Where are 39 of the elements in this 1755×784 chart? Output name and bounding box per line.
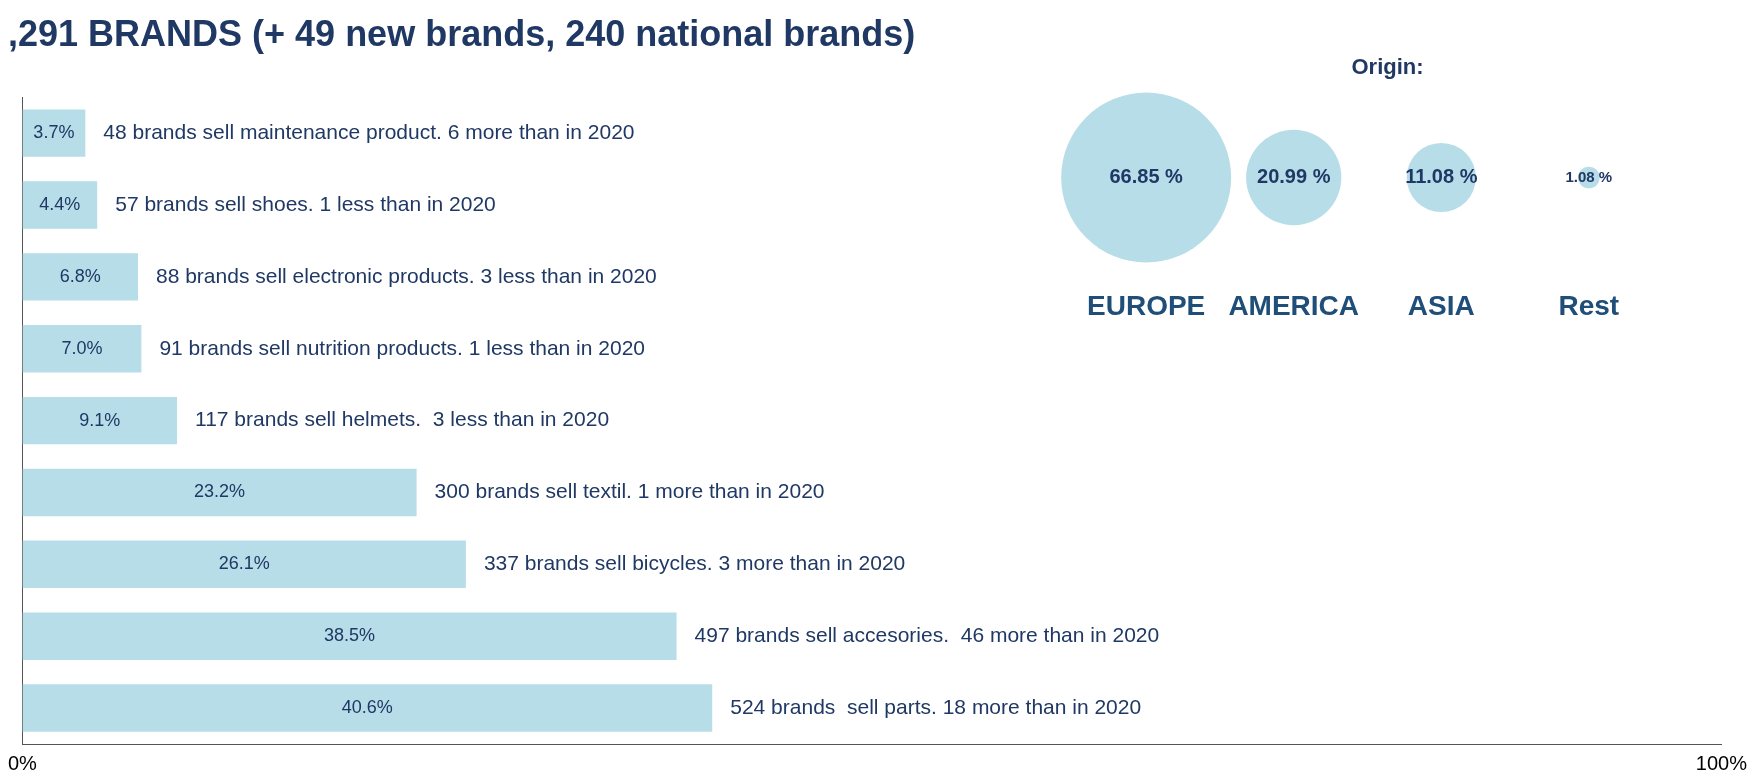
y-tick-label: 91 brands sell nutrition products. 1 less than in 2020 (159, 335, 646, 359)
data-label: 26.1% (218, 553, 270, 574)
bar (22, 109, 86, 157)
y-tick-label: 300 brands sell textil. 1 more than in 2020 (434, 479, 825, 503)
y-tick-label: 337 brands sell bicycles. 3 more than in 2020 (483, 551, 906, 575)
data-label: 1.08 % (1565, 167, 1613, 185)
data-label: 40.6% (341, 697, 393, 718)
y-tick-label: 117 brands sell helmets. 3 less than in 2020 (195, 407, 610, 431)
data-label: 11.08 % (1405, 165, 1478, 188)
data-label: 9.1% (79, 409, 121, 430)
text: Origin: (1351, 53, 1424, 79)
x-tick-label: 0% (8, 751, 38, 774)
data-label: 4.4% (39, 193, 81, 214)
category-label: AMERICA (1228, 290, 1360, 322)
bar (22, 468, 417, 517)
category-label: EUROPE (1087, 290, 1206, 322)
bar (22, 612, 677, 660)
data-label: 7.0% (61, 337, 103, 358)
y-tick-label: 497 brands sell accesories. 46 more than in 2020 (694, 623, 1160, 646)
x-tick-label: 100% (1695, 751, 1748, 774)
bar (22, 325, 142, 373)
data-label: 23.2% (194, 481, 246, 502)
category-label: ASIA (1407, 290, 1475, 322)
data-label: 66.85 % (1109, 165, 1184, 188)
bar (22, 253, 138, 301)
data-label: 3.7% (33, 122, 75, 143)
bar (22, 540, 466, 589)
bar (22, 684, 713, 732)
y-tick-label: 57 brands sell shoes. 1 less than in 2020 (115, 191, 496, 215)
data-label: 6.8% (59, 265, 101, 286)
chart-title: ,291 BRANDS (+ 49 new brands, 240 national brands) (8, 12, 916, 54)
data-label: 38.5% (323, 625, 376, 646)
bar (22, 396, 178, 445)
y-tick-label: 48 brands sell maintenance product. 6 more than in 2020 (103, 119, 635, 143)
category-label: Rest (1558, 290, 1620, 322)
data-label: 20.99 % (1257, 165, 1331, 188)
bar (22, 181, 98, 229)
y-tick-label: 88 brands sell electronic products. 3 less than in 2020 (155, 263, 657, 287)
y-tick-label: 524 brands sell parts. 18 more than in 2020 (730, 694, 1142, 718)
